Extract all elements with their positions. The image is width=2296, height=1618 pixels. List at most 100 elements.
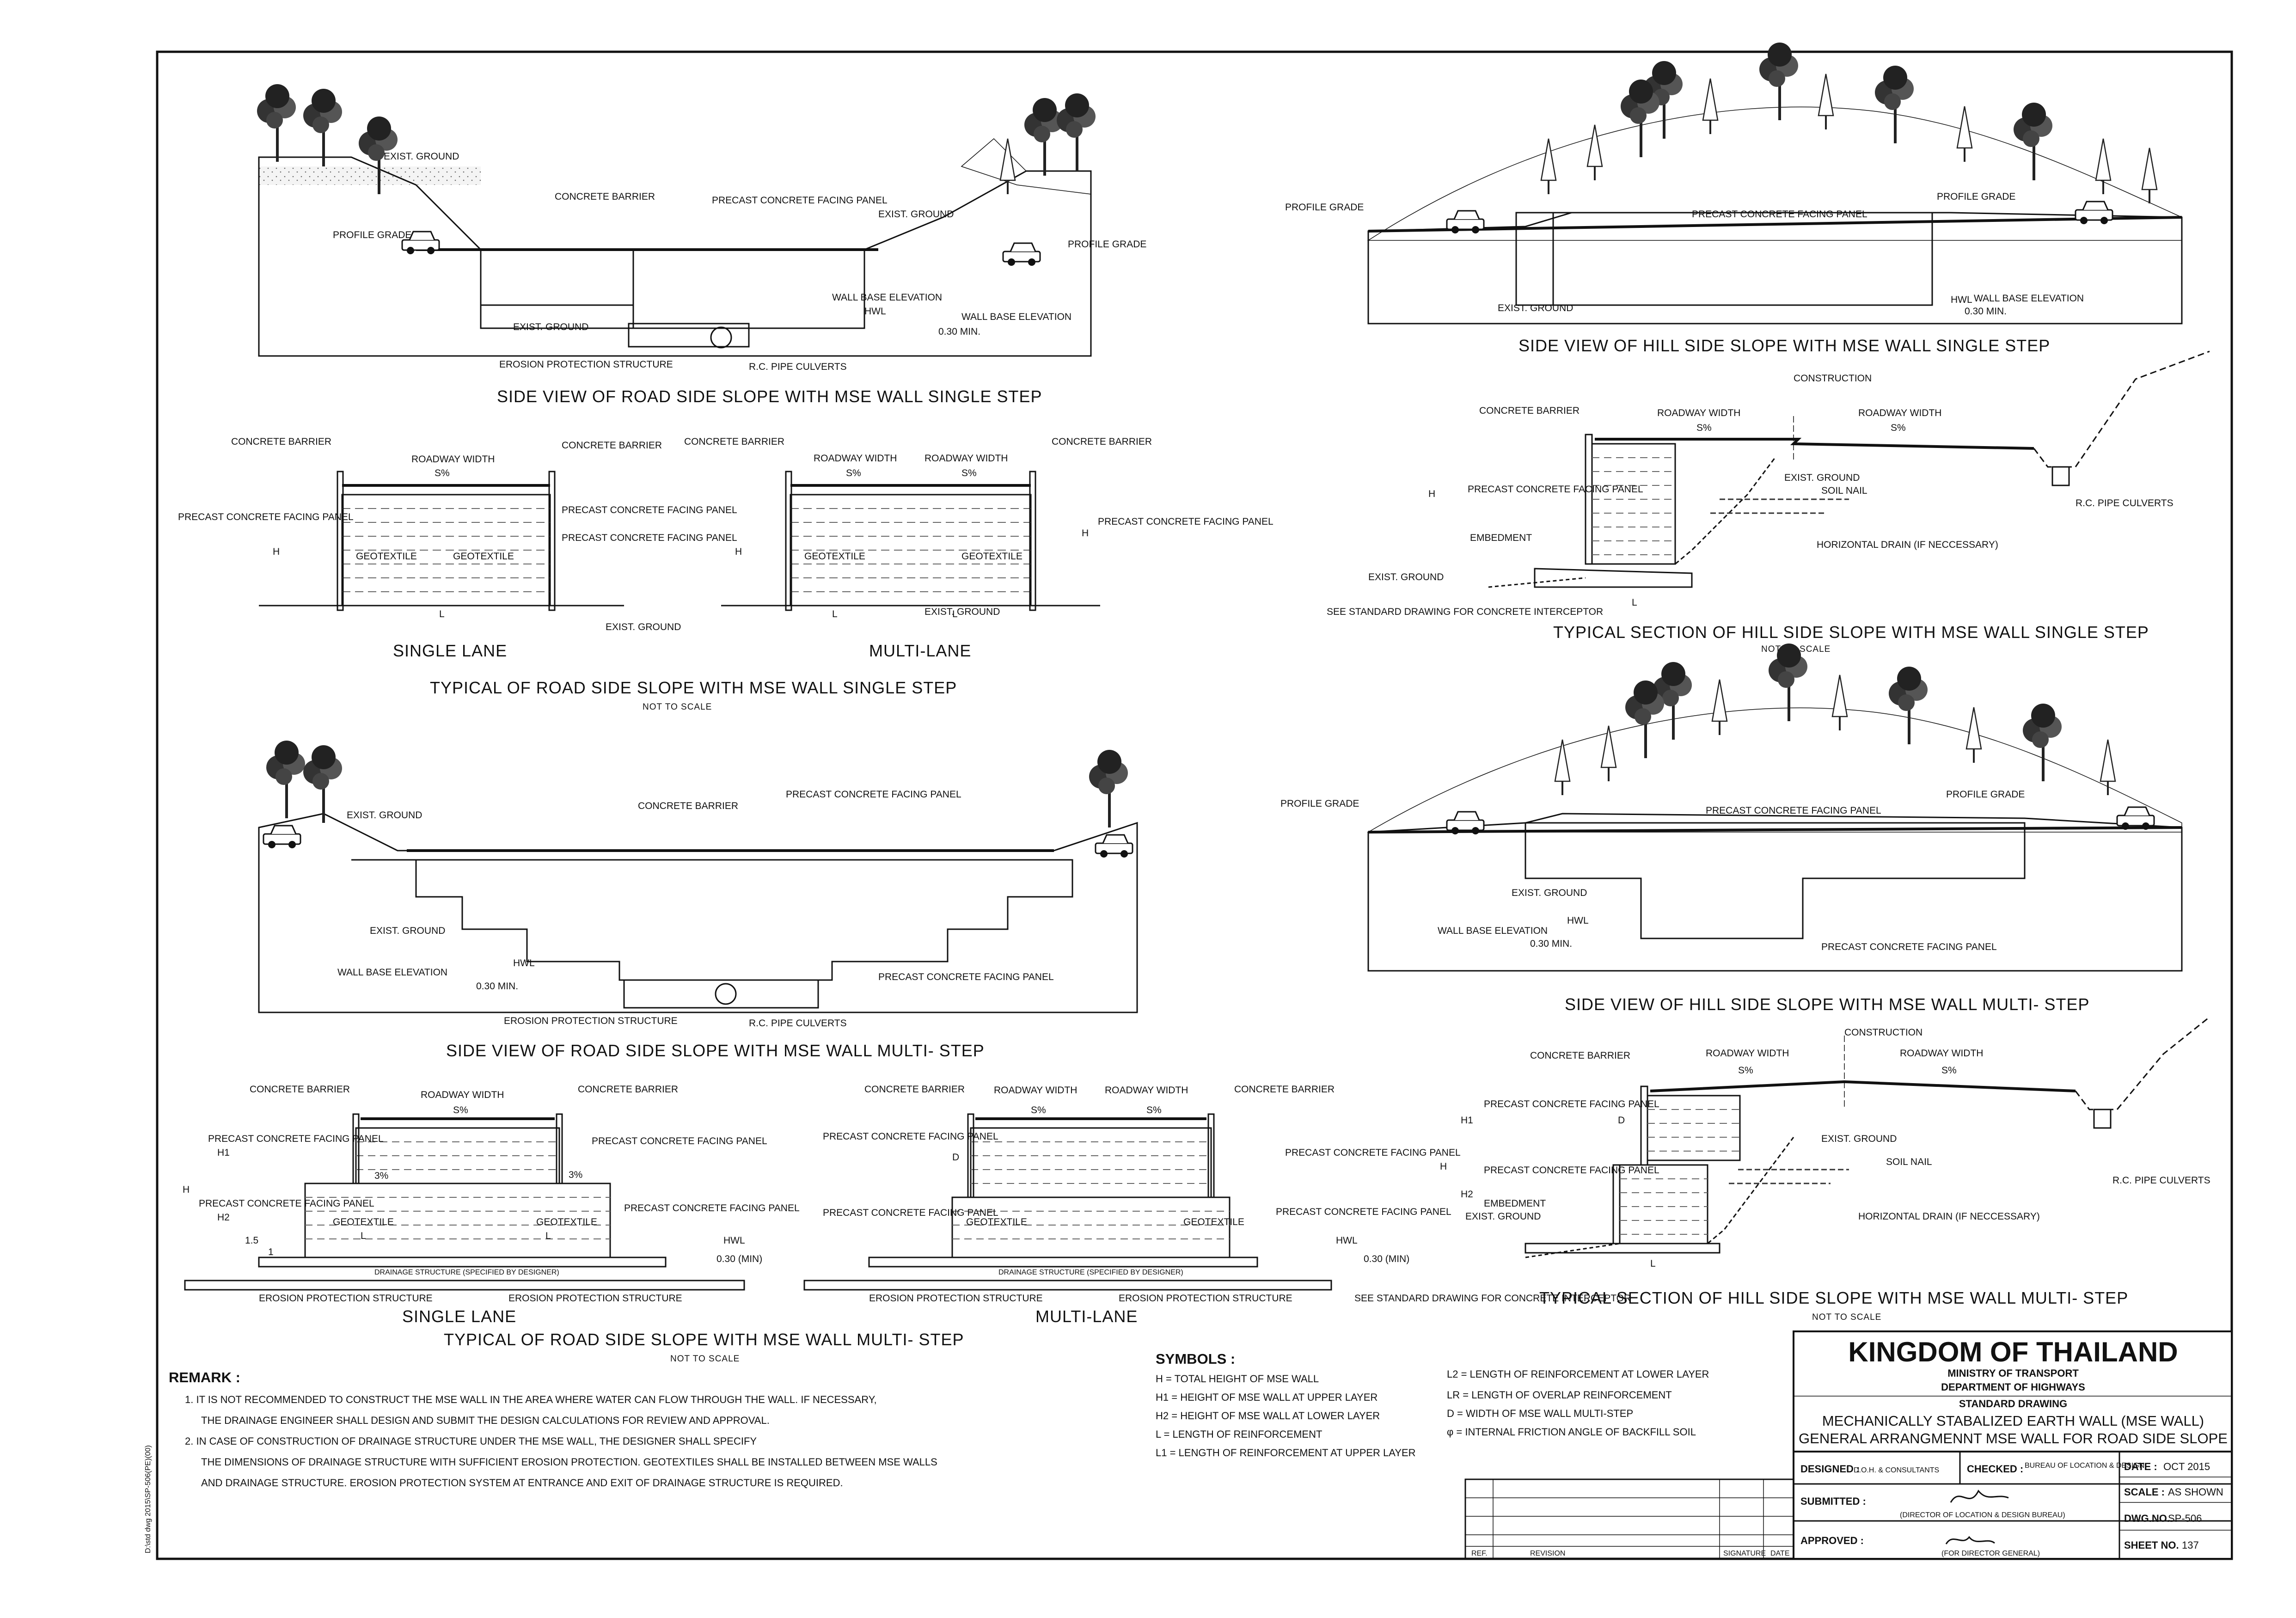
checked-value: BUREAU OF LOCATION & DESIGN <box>2025 1462 2144 1470</box>
standard-drawing-label: STANDARD DRAWING <box>1959 1398 2067 1410</box>
label: PRECAST CONCRETE FACING PANEL <box>823 1207 998 1218</box>
view-subtitle: NOT TO SCALE <box>670 1354 740 1364</box>
label: S% <box>435 468 450 478</box>
typ-hill-multi-section: CONSTRUCTION CONCRETE BARRIER ROADWAY WI… <box>1354 1016 2210 1322</box>
road-multi-side-view: EXIST. GROUND CONCRETE BARRIER PRECAST C… <box>258 741 1138 1060</box>
submitted-signature <box>1950 1489 2009 1503</box>
label: PRECAST CONCRETE FACING PANEL <box>786 789 961 800</box>
label: PRECAST CONCRETE FACING PANEL <box>1484 1099 1659 1109</box>
symbol-line: LR = LENGTH OF OVERLAP REINFORCEMENT <box>1447 1389 1672 1401</box>
view-subtitle: NOT TO SCALE <box>1812 1312 1881 1322</box>
label: 0.30 (MIN) <box>716 1254 762 1264</box>
remark-line: THE DIMENSIONS OF DRAINAGE STRUCTURE WIT… <box>201 1456 937 1468</box>
label: GEOTEXTILE <box>356 551 417 562</box>
label: PRECAST CONCRETE FACING PANEL <box>562 533 737 543</box>
ministry-name: MINISTRY OF TRANSPORT <box>1947 1367 2079 1379</box>
remark-heading: REMARK : <box>169 1369 240 1385</box>
label: PRECAST CONCRETE FACING PANEL <box>712 195 888 206</box>
symbol-line: L1 = LENGTH OF REINFORCEMENT AT UPPER LA… <box>1156 1447 1416 1459</box>
label: PROFILE GRADE <box>333 230 411 240</box>
symbol-line: H1 = HEIGHT OF MSE WALL AT UPPER LAYER <box>1156 1391 1378 1403</box>
submitted-label: SUBMITTED : <box>1800 1495 1866 1507</box>
label: ROADWAY WIDTH <box>1657 408 1740 418</box>
label: EXIST. GROUND <box>925 607 1000 617</box>
label: S% <box>1146 1105 1162 1115</box>
view-title: SIDE VIEW OF ROAD SIDE SLOPE WITH MSE WA… <box>446 1041 985 1060</box>
label: HORIZONTAL DRAIN (IF NECCESSARY) <box>1858 1211 2040 1222</box>
erosion-protection-rock <box>628 323 750 348</box>
label: ROADWAY WIDTH <box>1900 1048 1983 1059</box>
caption-single-lane: SINGLE LANE <box>402 1307 516 1326</box>
view-title: TYPICAL OF ROAD SIDE SLOPE WITH MSE WALL… <box>430 678 957 697</box>
label: HWL <box>1951 294 1972 305</box>
label: 1 <box>268 1247 274 1257</box>
label: ROADWAY WIDTH <box>994 1085 1077 1096</box>
facing-panel-block <box>1552 212 1933 306</box>
label: SOIL NAIL <box>1821 485 1867 496</box>
label: CONCRETE BARRIER <box>1052 436 1152 447</box>
label: GEOTEXTILE <box>333 1217 394 1227</box>
label: H <box>273 546 280 557</box>
label: GEOTEXTILE <box>453 551 514 562</box>
label: L <box>1632 597 1637 608</box>
view-title: TYPICAL OF ROAD SIDE SLOPE WITH MSE WALL… <box>444 1330 964 1349</box>
label: 0.30 MIN. <box>476 981 518 992</box>
label: WALL BASE ELEVATION <box>337 967 447 978</box>
label: EMBEDMENT <box>1470 533 1532 543</box>
typ-road-multi-section: CONCRETE BARRIER ROADWAY WIDTH CONCRETE … <box>183 1084 1461 1364</box>
label: EXIST. GROUND <box>370 925 445 936</box>
dwg-no-value: SP-506 <box>2168 1513 2202 1524</box>
label: L <box>361 1231 366 1241</box>
label: ROADWAY WIDTH <box>411 454 495 465</box>
symbol-line: L2 = LENGTH OF REINFORCEMENT AT LOWER LA… <box>1447 1368 1709 1380</box>
label: ROADWAY WIDTH <box>814 453 897 464</box>
scale-value: AS SHOWN <box>2168 1486 2223 1498</box>
label: EXIST. GROUND <box>1498 303 1573 313</box>
date-label: DATE : <box>2124 1461 2157 1472</box>
label: DRAINAGE STRUCTURE (SPECIFIED BY DESIGNE… <box>374 1269 559 1276</box>
caption-multi-lane: MULTI-LANE <box>1035 1307 1138 1326</box>
label: EROSION PROTECTION STRUCTURE <box>499 359 673 370</box>
label: EXIST. GROUND <box>513 322 588 332</box>
label: PRECAST CONCRETE FACING PANEL <box>592 1136 767 1146</box>
label: S% <box>846 468 861 478</box>
label: S% <box>1738 1065 1753 1076</box>
caption-single-lane: SINGLE LANE <box>393 641 507 660</box>
label: EROSION PROTECTION STRUCTURE <box>259 1293 433 1304</box>
label: PROFILE GRADE <box>1068 239 1146 250</box>
label: EXIST. GROUND <box>878 209 954 220</box>
label: CONCRETE BARRIER <box>231 436 331 447</box>
label: GEOTEXTILE <box>966 1217 1027 1227</box>
label: PRECAST CONCRETE FACING PANEL <box>178 512 354 522</box>
label: EXIST. GROUND <box>1821 1134 1897 1144</box>
label: PRECAST CONCRETE FACING PANEL <box>878 972 1054 982</box>
label: PRECAST CONCRETE FACING PANEL <box>1285 1147 1461 1158</box>
typ-hill-single-section: CONSTRUCTION CONCRETE BARRIER ROADWAY WI… <box>1327 350 2210 654</box>
remark-line: AND DRAINAGE STRUCTURE. EROSION PROTECTI… <box>201 1477 843 1489</box>
label: GEOTEXTILE <box>536 1217 597 1227</box>
label: L <box>1650 1258 1656 1269</box>
rev-col-signature: SIGNATURE <box>1723 1550 1766 1557</box>
label: CONCRETE BARRIER <box>250 1084 350 1095</box>
label: PRECAST CONCRETE FACING PANEL <box>624 1203 800 1214</box>
view-title: SIDE VIEW OF ROAD SIDE SLOPE WITH MSE WA… <box>497 387 1042 406</box>
label: EXIST. GROUND <box>1784 472 1860 483</box>
label: EXIST. GROUND <box>1368 572 1444 582</box>
approved-note: (FOR DIRECTOR GENERAL) <box>1941 1550 2040 1557</box>
label: L <box>832 609 838 619</box>
scale-label: SCALE : <box>2124 1486 2165 1498</box>
label: 3% <box>569 1170 582 1180</box>
label: WALL BASE ELEVATION <box>961 312 1071 322</box>
view-title: TYPICAL SECTION OF HILL SIDE SLOPE WITH … <box>1539 1288 2128 1307</box>
facing-panel-block <box>351 859 1073 981</box>
label: S% <box>1941 1065 1957 1076</box>
label: H1 <box>1461 1115 1473 1126</box>
label: PRECAST CONCRETE FACING PANEL <box>1468 484 1643 495</box>
remark-line: 2. IN CASE OF CONSTRUCTION OF DRAINAGE S… <box>185 1435 757 1447</box>
erosion-protection-rock <box>623 979 819 1009</box>
margin-file-path: D:\std dwg 2015\SP-506(PE)(00) <box>144 1445 152 1553</box>
label: H <box>183 1184 190 1195</box>
label: L <box>952 609 958 619</box>
label: 0.30 MIN. <box>1530 938 1572 949</box>
label: ROADWAY WIDTH <box>1858 408 1941 418</box>
